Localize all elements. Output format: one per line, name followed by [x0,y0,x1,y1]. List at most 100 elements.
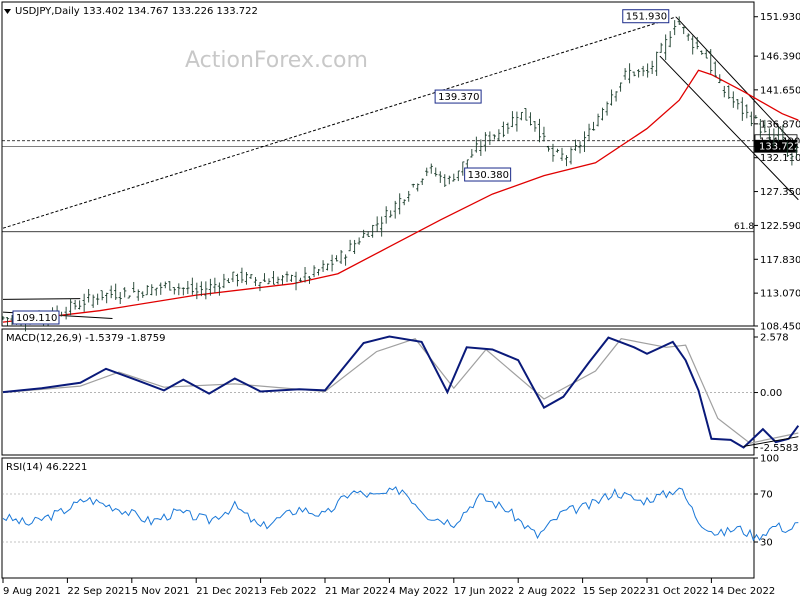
ohlc-bar [618,82,623,92]
ohlc-bar [668,31,672,48]
date-axis: 9 Aug 2021 22 Sep 2021 5 Nov 2021 21 Dec 20… [2,578,775,597]
ohlc-bar [1,316,5,320]
ohlc-bar [330,254,334,272]
ohlc-bar [136,289,140,301]
ohlc-bar [307,276,312,284]
ohlc-bar [691,35,695,55]
ohlc-bar [64,306,68,320]
ohlc-bar [389,210,393,218]
ohlc-bar [258,282,262,292]
price-callout: 151.930 [622,9,670,24]
ohlc-bar [226,278,230,284]
ohlc-bar [790,152,794,166]
ohlc-bar [289,274,294,282]
macd-label: MACD(12,26,9) -1.5379 -1.8759 [6,333,166,344]
ohlc-bar [154,287,158,296]
date-tick-label: 22 Sep 2021 [67,586,130,597]
price-tick-label: 122.590 [760,221,800,232]
rsi-tick-label: 100 [760,454,779,465]
rsi-layer: 100 70 30 [2,454,799,549]
ohlc-bar [96,293,100,305]
ohlc-bar [244,272,249,285]
ohlc-bar [371,224,375,238]
price-callout-label: 109.110 [16,313,57,324]
price-level-label: 133.722 [759,142,800,153]
macd-line [2,335,800,449]
ohlc-bar [447,175,451,185]
ohlc-bar [163,281,167,289]
ohlc-bar [105,292,109,304]
ohlc-bar [506,122,510,134]
ohlc-bar [749,111,753,127]
ohlc-bar [325,263,330,271]
ohlc-bar [492,134,496,140]
price-callout-box [434,89,482,104]
ohlc-bar [398,193,402,215]
ohlc-bar [533,121,537,132]
ohlc-bar [262,273,267,282]
ohlc-bar [276,276,280,285]
ohlc-bar [528,112,533,126]
ohlc-bar [420,178,424,186]
price-callout-box [464,167,512,182]
price-callout: 130.380 [464,167,512,182]
ohlc-bar [727,85,731,99]
ohlc-bar [564,155,569,167]
ohlc-bar [118,291,122,305]
date-tick-label: 14 Dec 2022 [711,586,775,597]
price-tick-label: 146.390 [760,52,800,63]
ohlc-bar [190,277,194,295]
ohlc-bar [781,124,785,141]
ohlc-bar [443,174,447,188]
ohlc-bar [713,61,717,78]
ohlc-bar [555,148,560,153]
ohlc-bar [172,287,176,295]
rsi-tick-label: 70 [760,490,773,501]
ohlc-bar [177,283,181,296]
ohlc-bar [754,114,758,119]
ohlc-bar [641,65,645,77]
macd-tick-label: -2.5583 [760,443,799,454]
chevron-down-icon[interactable] [4,9,11,14]
price-panel-frame [1,1,755,327]
ohlc-bar [353,239,357,254]
price-layer: 61.8 151.930 139.370 130.380 109.110 [1,9,799,332]
ohlc-bar [794,146,799,158]
ohlc-bar [731,91,735,108]
ohlc-bar [132,281,136,293]
ohlc-bar [587,123,591,141]
ohlc-bar [384,206,388,224]
ohlc-bar [704,49,708,59]
ohlc-bar [425,167,429,177]
watermark: ActionForex.com [185,48,368,73]
ohlc-bar [479,139,483,156]
ohlc-bar [312,265,316,278]
ohlc-bar [659,42,663,53]
ohlc-bar [573,139,578,151]
ohlc-bar [655,51,659,76]
ohlc-bar [357,237,361,245]
price-tick-label: 141.650 [760,85,800,96]
date-tick-label: 3 Feb 2022 [261,586,317,597]
ohlc-bar [515,111,519,132]
ohlc-bar [736,99,740,110]
ohlc-bar [91,294,95,308]
ohlc-bar [100,290,104,301]
ohlc-bar [348,239,352,252]
ohlc-bar [362,229,366,238]
ohlc-bar [700,50,704,55]
ohlc-bar [208,278,212,296]
ohlc-bar [344,254,348,266]
ohlc-bar [591,121,596,131]
ohlc-bar [294,271,298,291]
ohlc-bar [195,282,199,300]
ohlc-bar [298,277,303,283]
ohlc-bar [546,145,551,152]
ohlc-bar [204,281,208,300]
ohlc-bar [235,273,240,287]
ohlc-bar [150,284,154,296]
ohlc-bar [776,127,780,142]
ohlc-bar [416,183,420,192]
